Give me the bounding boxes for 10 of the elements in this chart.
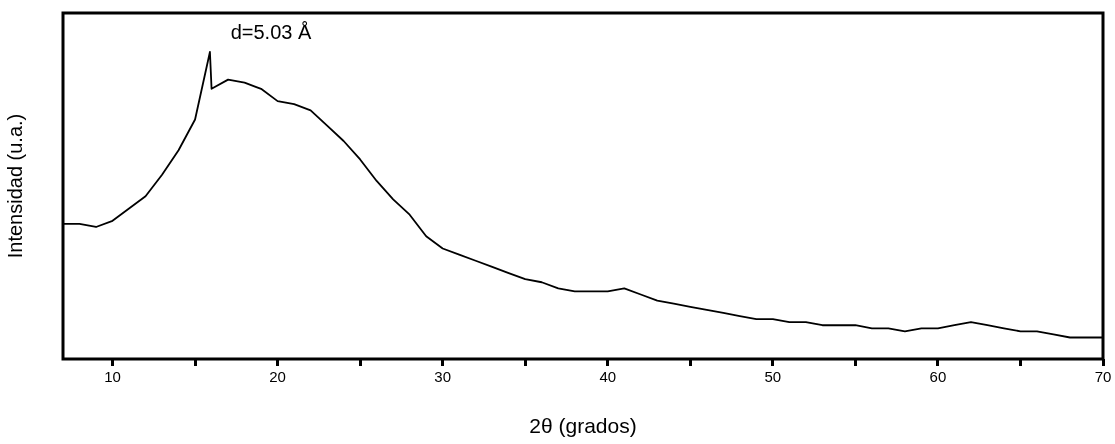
text: d=5.03 Å (230, 20, 312, 43)
x-tick-label: 20 (269, 368, 286, 386)
x-tick-label: 60 (929, 368, 947, 386)
x-tick-label: 10 (104, 368, 121, 386)
x-axis-title: 2θ (grados) (529, 414, 637, 438)
x-tick-label: 50 (764, 368, 782, 386)
x-tick-label: 70 (1094, 368, 1112, 386)
x-tick-label: 30 (434, 368, 452, 386)
x-tick-label: 40 (599, 368, 617, 386)
y-axis-title: Intensidad (u.a.) (3, 113, 26, 259)
